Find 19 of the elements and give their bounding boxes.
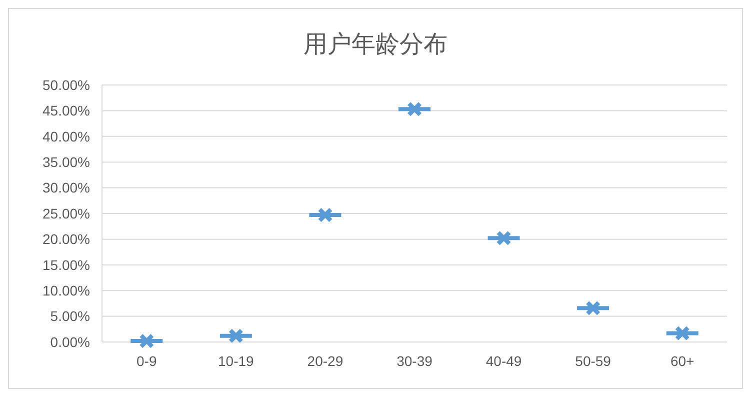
y-tick-label: 20.00% (42, 231, 90, 248)
y-tick-label: 50.00% (42, 76, 90, 93)
x-tick-label: 40-49 (486, 353, 522, 369)
y-tick-label: 10.00% (42, 282, 90, 298)
x-tick-label: 20-29 (307, 353, 344, 369)
x-tick-label: 50-59 (575, 353, 612, 369)
y-tick-label: 45.00% (42, 102, 90, 119)
y-tick-label: 0.00% (50, 334, 90, 350)
y-tick-label: 5.00% (50, 308, 90, 324)
y-tick-label: 25.00% (42, 205, 90, 222)
x-tick-label: 30-39 (396, 353, 433, 369)
y-tick-label: 40.00% (42, 128, 90, 144)
y-tick-label: 35.00% (42, 154, 90, 170)
x-tick-label: 10-19 (218, 353, 254, 369)
x-tick-label: 60+ (670, 353, 694, 369)
chart-title: 用户年龄分布 (304, 31, 448, 58)
y-tick-label: 15.00% (42, 256, 90, 273)
y-tick-label: 30.00% (42, 180, 90, 196)
x-tick-label: 0-9 (136, 353, 157, 369)
